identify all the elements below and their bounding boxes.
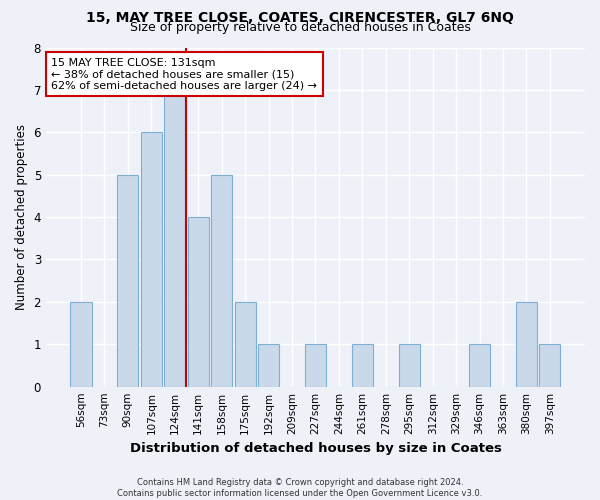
Bar xyxy=(399,344,420,387)
Bar xyxy=(141,132,162,386)
X-axis label: Distribution of detached houses by size in Coates: Distribution of detached houses by size … xyxy=(130,442,502,455)
Bar xyxy=(539,344,560,387)
Y-axis label: Number of detached properties: Number of detached properties xyxy=(15,124,28,310)
Text: 15 MAY TREE CLOSE: 131sqm
← 38% of detached houses are smaller (15)
62% of semi-: 15 MAY TREE CLOSE: 131sqm ← 38% of detac… xyxy=(52,58,317,91)
Bar xyxy=(258,344,279,387)
Bar xyxy=(70,302,92,386)
Bar xyxy=(235,302,256,386)
Bar xyxy=(469,344,490,387)
Bar xyxy=(188,217,209,386)
Bar xyxy=(352,344,373,387)
Text: Size of property relative to detached houses in Coates: Size of property relative to detached ho… xyxy=(130,21,470,34)
Bar xyxy=(211,174,232,386)
Text: Contains HM Land Registry data © Crown copyright and database right 2024.
Contai: Contains HM Land Registry data © Crown c… xyxy=(118,478,482,498)
Bar xyxy=(164,90,185,386)
Bar xyxy=(305,344,326,387)
Text: 15, MAY TREE CLOSE, COATES, CIRENCESTER, GL7 6NQ: 15, MAY TREE CLOSE, COATES, CIRENCESTER,… xyxy=(86,11,514,25)
Bar xyxy=(118,174,139,386)
Bar xyxy=(516,302,537,386)
